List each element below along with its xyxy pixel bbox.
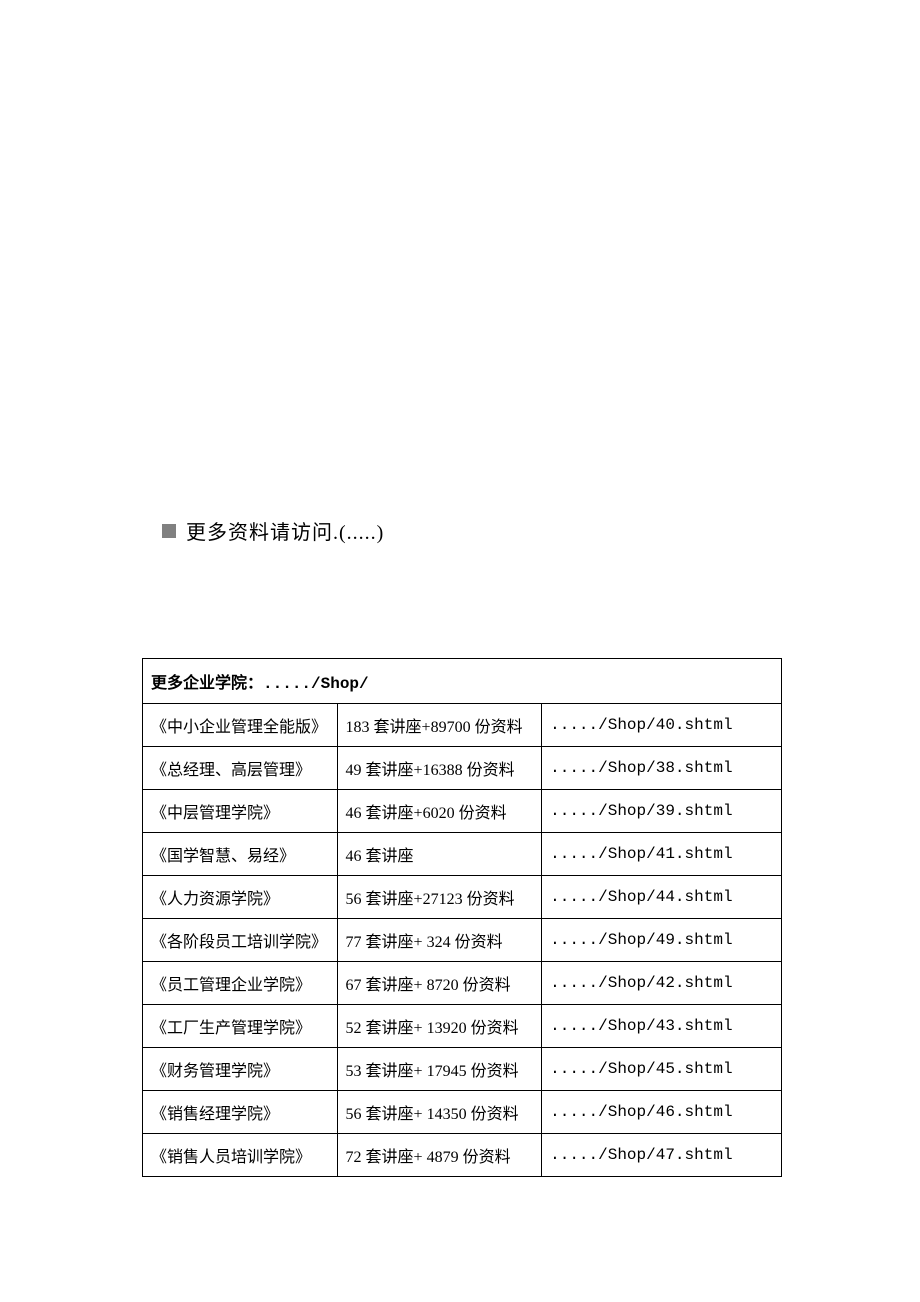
course-name[interactable]: 《各阶段员工培训学院》 bbox=[143, 919, 338, 962]
table-row: 《总经理、高层管理》 49 套讲座+16388 份资料 ...../Shop/3… bbox=[143, 747, 782, 790]
course-desc: 183 套讲座+89700 份资料 bbox=[337, 704, 542, 747]
course-name[interactable]: 《人力资源学院》 bbox=[143, 876, 338, 919]
table-row: 《国学智慧、易经》 46 套讲座 ...../Shop/41.shtml bbox=[143, 833, 782, 876]
header-path[interactable]: ...../Shop/ bbox=[263, 675, 369, 693]
course-link[interactable]: ...../Shop/49.shtml bbox=[542, 919, 782, 962]
course-name[interactable]: 《国学智慧、易经》 bbox=[143, 833, 338, 876]
header-line: 更多资料请访问.(.....) bbox=[162, 516, 384, 545]
table-row: 《销售经理学院》 56 套讲座+ 14350 份资料 ...../Shop/46… bbox=[143, 1091, 782, 1134]
course-name[interactable]: 《工厂生产管理学院》 bbox=[143, 1005, 338, 1048]
table-header-row: 更多企业学院：...../Shop/ bbox=[143, 659, 782, 704]
table-row: 《销售人员培训学院》 72 套讲座+ 4879 份资料 ...../Shop/4… bbox=[143, 1134, 782, 1177]
course-desc: 56 套讲座+ 14350 份资料 bbox=[337, 1091, 542, 1134]
academy-table: 更多企业学院：...../Shop/ 《中小企业管理全能版》 183 套讲座+8… bbox=[142, 658, 782, 1177]
course-link[interactable]: ...../Shop/47.shtml bbox=[542, 1134, 782, 1177]
course-desc: 53 套讲座+ 17945 份资料 bbox=[337, 1048, 542, 1091]
course-link[interactable]: ...../Shop/39.shtml bbox=[542, 790, 782, 833]
course-link[interactable]: ...../Shop/40.shtml bbox=[542, 704, 782, 747]
course-name[interactable]: 《总经理、高层管理》 bbox=[143, 747, 338, 790]
course-link[interactable]: ...../Shop/42.shtml bbox=[542, 962, 782, 1005]
header-text: 更多资料请访问.(.....) bbox=[186, 516, 384, 545]
academy-table-container: 更多企业学院：...../Shop/ 《中小企业管理全能版》 183 套讲座+8… bbox=[142, 658, 782, 1177]
table-row: 《工厂生产管理学院》 52 套讲座+ 13920 份资料 ...../Shop/… bbox=[143, 1005, 782, 1048]
table-row: 《员工管理企业学院》 67 套讲座+ 8720 份资料 ...../Shop/4… bbox=[143, 962, 782, 1005]
course-name[interactable]: 《中层管理学院》 bbox=[143, 790, 338, 833]
table-row: 《财务管理学院》 53 套讲座+ 17945 份资料 ...../Shop/45… bbox=[143, 1048, 782, 1091]
course-desc: 67 套讲座+ 8720 份资料 bbox=[337, 962, 542, 1005]
course-name[interactable]: 《员工管理企业学院》 bbox=[143, 962, 338, 1005]
course-desc: 46 套讲座+6020 份资料 bbox=[337, 790, 542, 833]
course-name[interactable]: 《销售人员培训学院》 bbox=[143, 1134, 338, 1177]
course-link[interactable]: ...../Shop/41.shtml bbox=[542, 833, 782, 876]
course-name[interactable]: 《中小企业管理全能版》 bbox=[143, 704, 338, 747]
course-name[interactable]: 《财务管理学院》 bbox=[143, 1048, 338, 1091]
course-link[interactable]: ...../Shop/46.shtml bbox=[542, 1091, 782, 1134]
table-row: 《中层管理学院》 46 套讲座+6020 份资料 ...../Shop/39.s… bbox=[143, 790, 782, 833]
course-link[interactable]: ...../Shop/43.shtml bbox=[542, 1005, 782, 1048]
course-desc: 56 套讲座+27123 份资料 bbox=[337, 876, 542, 919]
table-row: 《人力资源学院》 56 套讲座+27123 份资料 ...../Shop/44.… bbox=[143, 876, 782, 919]
course-link[interactable]: ...../Shop/45.shtml bbox=[542, 1048, 782, 1091]
course-desc: 49 套讲座+16388 份资料 bbox=[337, 747, 542, 790]
course-desc: 77 套讲座+ 324 份资料 bbox=[337, 919, 542, 962]
course-desc: 52 套讲座+ 13920 份资料 bbox=[337, 1005, 542, 1048]
course-desc: 46 套讲座 bbox=[337, 833, 542, 876]
course-name[interactable]: 《销售经理学院》 bbox=[143, 1091, 338, 1134]
table-row: 《中小企业管理全能版》 183 套讲座+89700 份资料 ...../Shop… bbox=[143, 704, 782, 747]
course-link[interactable]: ...../Shop/38.shtml bbox=[542, 747, 782, 790]
bullet-icon bbox=[162, 524, 176, 538]
header-label: 更多企业学院： bbox=[151, 675, 263, 692]
table-header-cell: 更多企业学院：...../Shop/ bbox=[143, 659, 782, 704]
course-desc: 72 套讲座+ 4879 份资料 bbox=[337, 1134, 542, 1177]
course-link[interactable]: ...../Shop/44.shtml bbox=[542, 876, 782, 919]
table-row: 《各阶段员工培训学院》 77 套讲座+ 324 份资料 ...../Shop/4… bbox=[143, 919, 782, 962]
